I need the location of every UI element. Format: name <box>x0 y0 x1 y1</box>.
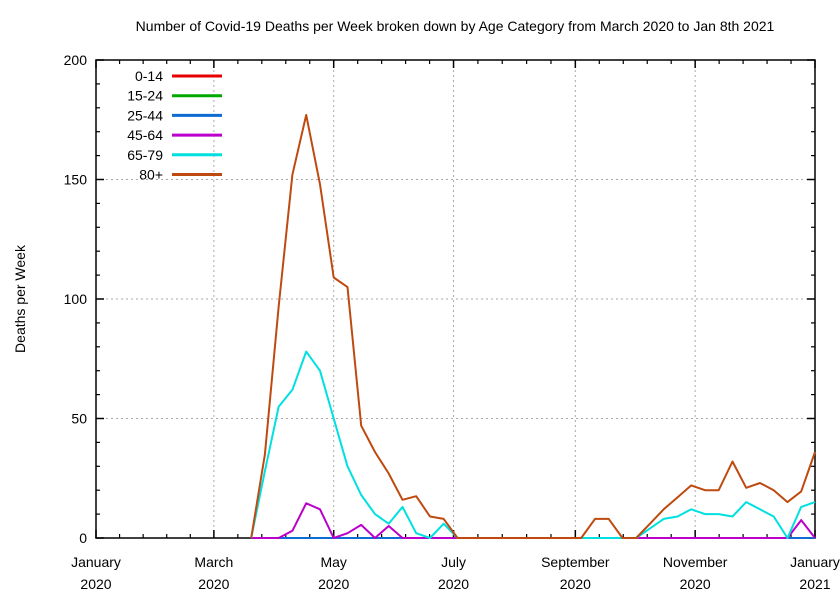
y-tick-label: 200 <box>64 52 88 68</box>
plot-area: 0 50 100 150 200 January 2020 March 2020 May 2020 J… <box>64 52 840 592</box>
x-tick-label-month: May <box>320 554 346 570</box>
x-tick-label-month: January <box>790 554 840 570</box>
legend-label-15-24: 15-24 <box>127 88 163 104</box>
x-tick-label-year: 2021 <box>799 576 830 592</box>
x-tick-label-year: 2020 <box>80 576 111 592</box>
x-tick-label-month: November <box>663 554 728 570</box>
y-tick-label: 100 <box>64 291 88 307</box>
legend-label-25-44: 25-44 <box>127 107 163 123</box>
legend-label-65-79: 65-79 <box>127 147 163 163</box>
legend-label-45-64: 45-64 <box>127 127 163 143</box>
x-tick-label-month: September <box>541 554 610 570</box>
legend-label-0-14: 0-14 <box>135 68 163 84</box>
x-tick-label-year: 2020 <box>438 576 469 592</box>
y-tick-label: 0 <box>79 530 87 546</box>
x-tick-label-month: July <box>441 554 466 570</box>
x-tick-label-month: March <box>194 554 233 570</box>
x-tick-label-year: 2020 <box>560 576 591 592</box>
y-axis-label: Deaths per Week <box>12 244 28 353</box>
series-line-45-64 <box>251 502 816 539</box>
x-tick-label-month: January <box>71 554 121 570</box>
series-line-65-79 <box>250 350 816 539</box>
series-line-80plus <box>250 114 816 539</box>
legend-label-80plus: 80+ <box>139 167 163 183</box>
y-tick-label: 50 <box>71 411 87 427</box>
x-tick-label-year: 2020 <box>318 576 349 592</box>
y-tick-label: 150 <box>64 172 88 188</box>
chart-title: Number of Covid-19 Deaths per Week broke… <box>136 18 775 34</box>
x-tick-label-year: 2020 <box>198 576 229 592</box>
x-tick-label-year: 2020 <box>680 576 711 592</box>
